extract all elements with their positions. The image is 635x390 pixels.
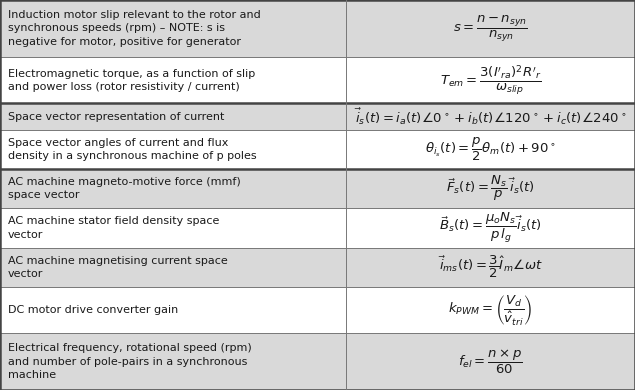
Text: $f_{el} = \dfrac{n \times p}{60}$: $f_{el} = \dfrac{n \times p}{60}$ bbox=[458, 347, 523, 376]
Bar bbox=[0, 248, 635, 287]
Text: $k_{PWM} = \left(\dfrac{V_d}{\hat{v}_{tri}}\right)$: $k_{PWM} = \left(\dfrac{V_d}{\hat{v}_{tr… bbox=[448, 293, 533, 327]
Text: AC machine magnetising current space
vector: AC machine magnetising current space vec… bbox=[8, 255, 227, 279]
Bar bbox=[0, 130, 635, 169]
Bar bbox=[0, 0, 635, 57]
Bar bbox=[0, 333, 635, 390]
Text: DC motor drive converter gain: DC motor drive converter gain bbox=[8, 305, 178, 315]
Text: $T_{em} = \dfrac{3(I'_{ra})^2 R'_r}{\omega_{slip}}$: $T_{em} = \dfrac{3(I'_{ra})^2 R'_r}{\ome… bbox=[440, 63, 541, 97]
Text: Induction motor slip relevant to the rotor and
synchronous speeds (rpm) – NOTE: : Induction motor slip relevant to the rot… bbox=[8, 10, 260, 47]
Text: $\vec{F}_s(t) = \dfrac{N_s}{p}\,\vec{i}_s(t)$: $\vec{F}_s(t) = \dfrac{N_s}{p}\,\vec{i}_… bbox=[446, 174, 535, 203]
Bar bbox=[0, 208, 635, 248]
Text: Electromagnetic torque, as a function of slip
and power loss (rotor resistivity : Electromagnetic torque, as a function of… bbox=[8, 69, 255, 92]
Bar bbox=[0, 103, 635, 130]
Text: Space vector representation of current: Space vector representation of current bbox=[8, 112, 224, 122]
Text: AC machine stator field density space
vector: AC machine stator field density space ve… bbox=[8, 216, 219, 239]
Bar bbox=[0, 57, 635, 103]
Text: AC machine magneto-motive force (mmf)
space vector: AC machine magneto-motive force (mmf) sp… bbox=[8, 177, 241, 200]
Text: $\vec{i}_{ms}(t) = \dfrac{3}{2}\hat{I}_m\angle\omega t$: $\vec{i}_{ms}(t) = \dfrac{3}{2}\hat{I}_m… bbox=[438, 254, 543, 280]
Text: $\vec{i}_s(t) = i_a(t)\angle 0^\circ + i_b(t)\angle 120^\circ + i_c(t)\angle 240: $\vec{i}_s(t) = i_a(t)\angle 0^\circ + i… bbox=[354, 106, 627, 127]
Text: $\vec{B}_s(t) = \dfrac{\mu_o N_s}{p\,l_g}\vec{i}_s(t)$: $\vec{B}_s(t) = \dfrac{\mu_o N_s}{p\,l_g… bbox=[439, 211, 542, 245]
Text: Space vector angles of current and flux
density in a synchronous machine of p po: Space vector angles of current and flux … bbox=[8, 138, 257, 161]
Bar bbox=[0, 169, 635, 208]
Bar bbox=[0, 287, 635, 333]
Text: $\theta_{i_s}(t) = \dfrac{p}{2}\theta_m(t) + 90^\circ$: $\theta_{i_s}(t) = \dfrac{p}{2}\theta_m(… bbox=[425, 136, 556, 163]
Text: Electrical frequency, rotational speed (rpm)
and number of pole-pairs in a synch: Electrical frequency, rotational speed (… bbox=[8, 343, 251, 380]
Text: $s = \dfrac{n - n_{syn}}{n_{syn}}$: $s = \dfrac{n - n_{syn}}{n_{syn}}$ bbox=[453, 13, 528, 44]
